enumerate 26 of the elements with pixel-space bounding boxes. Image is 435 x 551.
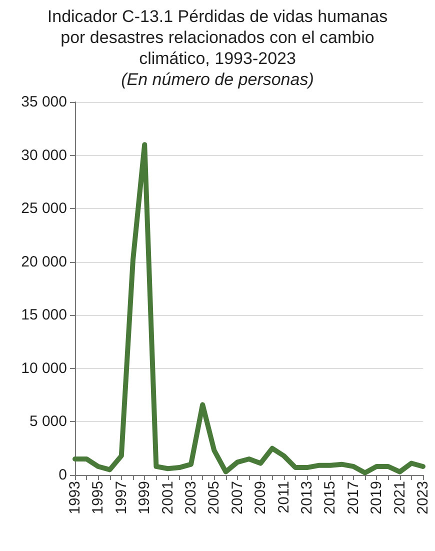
x-tick-label: 2015 xyxy=(322,481,339,514)
chart-subtitle: (En número de personas) xyxy=(120,69,315,90)
x-tick-label: 2023 xyxy=(414,481,432,514)
x-tick-label: 1995 xyxy=(90,481,107,514)
y-tick-label: 35 000 xyxy=(21,94,67,110)
x-tick-label: 2019 xyxy=(368,481,386,514)
chart-title: Indicador C-13.1 Pérdidas de vidas humanas por desastres relacionados con el cambio climático, 1993-2023 xyxy=(46,6,389,69)
y-tick-label: 20 000 xyxy=(21,253,67,270)
x-tick-label: 2021 xyxy=(391,481,408,514)
y-tick-label: 5 000 xyxy=(29,413,67,430)
y-tick-label: 30 000 xyxy=(21,146,67,164)
x-tick-label: 2005 xyxy=(206,481,223,514)
x-tick-label: 1999 xyxy=(136,481,154,514)
x-tick-label: 2017 xyxy=(344,481,362,514)
y-tick-label: 25 000 xyxy=(21,200,67,218)
x-tick-label: 1993 xyxy=(66,481,84,514)
x-tick-label: 2013 xyxy=(298,481,316,514)
x-tick-label: 2003 xyxy=(182,481,200,514)
x-tick-label: 2011 xyxy=(275,481,292,514)
x-tick-label: 2009 xyxy=(252,481,270,514)
y-tick-label: 10 000 xyxy=(21,360,67,377)
y-tick-label: 15 000 xyxy=(21,306,67,324)
x-tick-label: 2007 xyxy=(228,481,246,514)
x-tick-label: 2001 xyxy=(159,481,176,514)
y-tick-label: 0 xyxy=(58,466,67,484)
x-tick-label: 1997 xyxy=(112,481,130,514)
